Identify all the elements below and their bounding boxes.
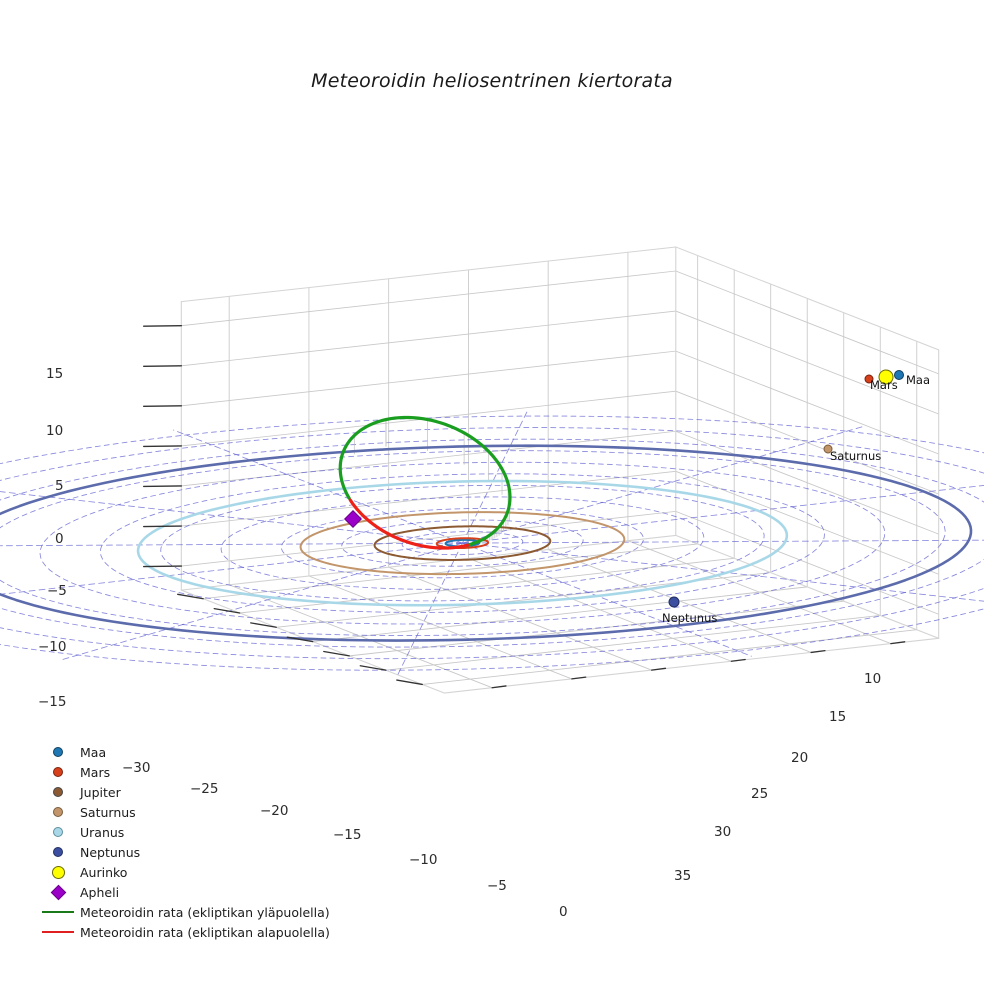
z-tick-label-1: 10 [46,423,64,439]
legend-item-5[interactable]: Neptunus [36,842,330,862]
legend-label: Apheli [80,884,120,900]
z-tick-label-2: 5 [55,478,64,494]
legend-marker-icon [36,931,80,933]
body-label-mars: Mars [870,378,898,392]
y-tick-label-0: 10 [864,671,882,687]
legend: Maa Mars Jupiter Saturnus Uranus Neptunus Auri… [36,742,330,942]
polar-grid [0,409,984,677]
legend-marker-icon [36,767,80,777]
axes-panes [180,246,940,694]
marker-neptunus [668,596,680,608]
legend-marker-icon [36,747,80,757]
planet-orbits [0,444,973,642]
legend-label: Aurinko [80,864,128,880]
legend-marker-icon [36,911,80,913]
legend-item-4[interactable]: Uranus [36,822,330,842]
legend-marker-icon [36,865,80,879]
body-label-maa: Maa [906,373,931,387]
body-label-neptunus: Neptunus [662,611,718,625]
legend-marker-icon [36,847,80,857]
axis-ticks [143,325,906,689]
legend-label: Jupiter [80,784,121,800]
legend-item-2[interactable]: Jupiter [36,782,330,802]
legend-item-7[interactable]: Apheli [36,882,330,902]
z-tick-label-3: 0 [55,531,64,547]
legend-label: Meteoroidin rata (ekliptikan yläpuolella… [80,904,330,920]
legend-label: Uranus [80,824,125,840]
marker-aurinko [878,369,894,385]
z-tick-label-5: −10 [38,639,67,655]
legend-item-1[interactable]: Mars [36,762,330,782]
y-tick-label-4: 30 [714,824,732,840]
legend-label: Mars [80,764,111,780]
body-label-saturnus: Saturnus [830,449,882,463]
legend-marker-icon [36,827,80,837]
marker-saturnus [823,444,833,454]
legend-item-8[interactable]: Meteoroidin rata (ekliptikan yläpuolella… [36,902,330,922]
legend-marker-icon [36,787,80,797]
z-tick-label-6: −15 [38,694,67,710]
y-tick-label-3: 25 [751,786,769,802]
x-tick-label-0: −30 [122,760,151,776]
legend-item-6[interactable]: Aurinko [36,862,330,882]
y-tick-label-1: 15 [829,709,847,725]
legend-label: Meteoroidin rata (ekliptikan alapuolella… [80,924,330,940]
legend-item-0[interactable]: Maa [36,742,330,762]
x-tick-label-3: −15 [333,827,362,843]
legend-item-9[interactable]: Meteoroidin rata (ekliptikan alapuolella… [36,922,330,942]
legend-marker-icon [36,884,80,900]
x-tick-label-4: −10 [409,852,438,868]
x-tick-label-1: −25 [190,781,219,797]
y-tick-label-5: 35 [674,868,692,884]
z-tick-label-0: 15 [46,366,64,382]
y-tick-label-2: 20 [791,750,809,766]
legend-label: Neptunus [80,844,141,860]
marker-mars [864,374,874,384]
legend-label: Saturnus [80,804,136,820]
meteoroid-track [338,415,512,550]
marker-apheli [343,510,363,529]
x-tick-label-6: 0 [559,904,568,920]
page-title: Meteoroidin heliosentrinen kiertorata [311,70,673,92]
legend-marker-icon [36,807,80,817]
z-tick-label-4: −5 [47,583,67,599]
x-tick-label-2: −20 [260,803,289,819]
x-tick-label-5: −5 [487,878,507,894]
legend-item-3[interactable]: Saturnus [36,802,330,822]
legend-label: Maa [80,744,107,760]
body-markers [343,369,904,608]
marker-maa [894,370,904,380]
